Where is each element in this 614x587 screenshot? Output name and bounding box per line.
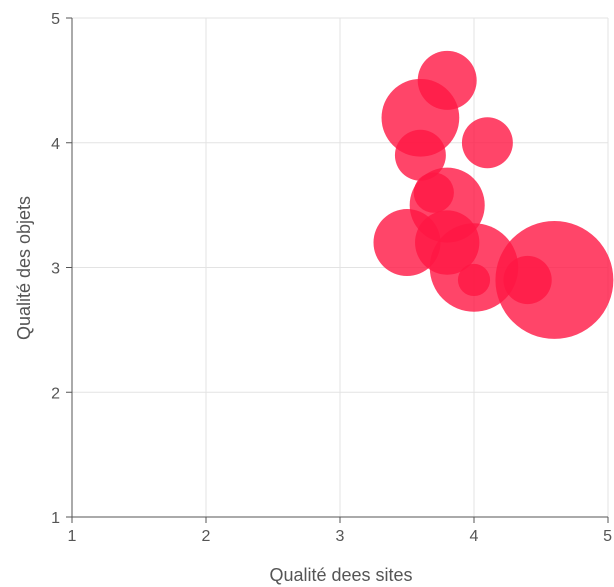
bubble-point[interactable] xyxy=(461,117,513,169)
y-tick-labels: 1 2 3 4 5 xyxy=(51,11,60,527)
x-tick-label: 4 xyxy=(470,528,479,545)
x-tick-label: 2 xyxy=(202,528,211,545)
y-tick-label: 4 xyxy=(51,136,60,153)
y-axis-title: Qualité des objets xyxy=(14,196,34,340)
x-axis-title: Qualité dees sites xyxy=(269,565,412,585)
x-tick-labels: 1 2 3 4 5 xyxy=(68,528,613,545)
y-tick-label: 5 xyxy=(51,11,60,28)
bubble-point[interactable] xyxy=(413,172,454,213)
y-tick-label: 1 xyxy=(51,510,60,527)
axes xyxy=(66,17,609,523)
bubble-point[interactable] xyxy=(503,255,552,305)
x-tick-label: 5 xyxy=(603,528,612,545)
bubble-point[interactable] xyxy=(457,263,491,297)
bubble-point[interactable] xyxy=(495,221,614,339)
bubble-point[interactable] xyxy=(381,78,460,157)
bubble-point[interactable] xyxy=(394,129,446,181)
y-tick-label: 2 xyxy=(51,385,60,402)
x-tick-label: 3 xyxy=(336,528,345,545)
x-tick-label: 1 xyxy=(68,528,77,545)
bubble-layer xyxy=(373,50,614,339)
y-tick-label: 3 xyxy=(51,261,60,278)
